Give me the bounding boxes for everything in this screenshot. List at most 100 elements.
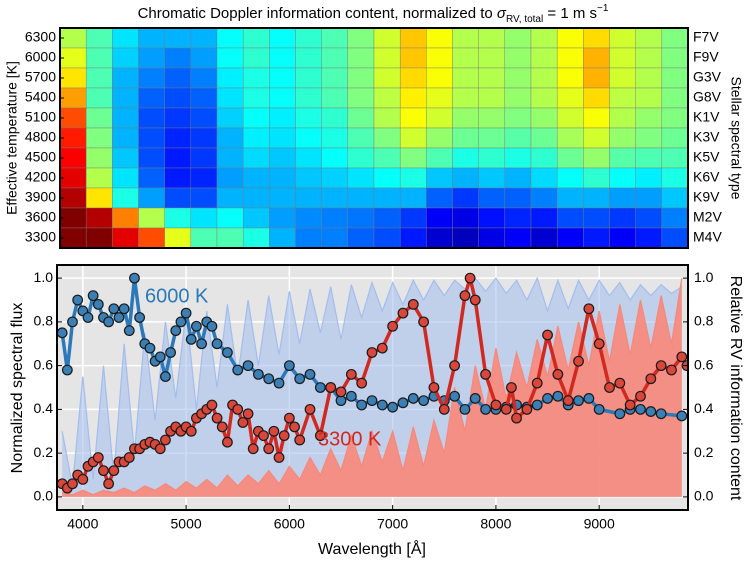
info-point	[655, 360, 667, 372]
y2-tick-label: M4V	[693, 229, 722, 245]
heatmap-cell	[609, 27, 636, 49]
info-point	[645, 406, 657, 417]
info-point	[583, 393, 595, 404]
heatmap-cell	[373, 87, 401, 109]
heatmap-cell	[504, 127, 532, 149]
info-point	[604, 382, 615, 393]
heatmap-cell	[164, 207, 192, 229]
heatmap-cell	[216, 27, 244, 49]
heatmap-cell	[399, 147, 427, 169]
info-point	[283, 360, 295, 372]
heatmap-cell	[295, 147, 322, 169]
info-point	[216, 421, 228, 433]
heatmap-cell	[112, 67, 139, 89]
title-subscript: RV, total	[506, 14, 543, 25]
heatmap-cell	[399, 167, 427, 189]
heatmap-cell	[530, 27, 558, 49]
y-tick-label: 3300	[25, 229, 56, 245]
heatmap-cell	[347, 107, 375, 129]
heatmap-cell	[373, 207, 401, 229]
heatmap-cell	[504, 87, 532, 109]
heatmap-cell	[295, 127, 322, 149]
heatmap-cell	[504, 227, 532, 249]
info-point	[624, 399, 636, 411]
heatmap-cell	[399, 87, 427, 109]
heatmap-cell	[583, 227, 610, 249]
info-point	[67, 316, 78, 328]
info-point	[356, 399, 368, 411]
info-point	[278, 430, 290, 442]
heatmap-cell	[347, 67, 375, 89]
y2-tick-label: F7V	[693, 29, 719, 45]
heatmap-cell	[426, 207, 453, 229]
heatmap-cell	[164, 67, 192, 89]
info-point	[562, 395, 574, 407]
heatmap-cell	[426, 107, 453, 129]
heatmap-cell	[609, 67, 636, 89]
heatmap-cell	[216, 207, 244, 229]
heatmap-cell	[373, 47, 401, 69]
info-point	[345, 390, 357, 402]
info-point	[614, 377, 626, 389]
info-point	[387, 401, 399, 413]
heatmap-cell	[609, 87, 636, 109]
info-point	[108, 465, 120, 477]
heatmap-cell	[583, 67, 610, 89]
info-point	[490, 399, 502, 411]
y2-tick-label: 0.8	[694, 313, 714, 329]
heatmap-cell	[452, 127, 479, 149]
info-point	[376, 399, 388, 411]
heatmap-cell	[609, 107, 636, 129]
y2-tick-label: 0.4	[694, 400, 714, 416]
heatmap-cell	[399, 67, 427, 89]
info-point	[232, 403, 244, 415]
info-point	[500, 403, 512, 415]
info-point	[506, 382, 517, 393]
info-point	[376, 342, 388, 354]
heatmap-cell	[242, 127, 270, 149]
heatmap-cell	[190, 227, 218, 249]
heatmap-cell	[426, 47, 453, 69]
heatmap-cell	[452, 187, 479, 209]
heatmap-cell	[347, 147, 375, 169]
info-point	[593, 403, 605, 415]
heatmap-cell	[269, 47, 296, 69]
heatmap-cell	[373, 107, 401, 129]
heatmap-cell	[426, 127, 453, 149]
heatmap-cell	[661, 107, 689, 129]
info-point	[542, 393, 553, 404]
heatmap-cell	[242, 67, 270, 89]
heatmap-cell	[269, 227, 296, 249]
heatmap-cell	[478, 27, 506, 49]
heatmap-cell	[530, 227, 558, 249]
heatmap-cell	[609, 227, 636, 249]
info-point	[387, 320, 399, 332]
heatmap-cell	[216, 87, 244, 109]
heatmap-cell	[295, 187, 322, 209]
info-point	[242, 360, 254, 372]
info-point	[552, 390, 564, 402]
heatmap-cell	[321, 167, 349, 189]
heatmap-cell	[321, 27, 349, 49]
heatmap-cell	[583, 207, 610, 229]
heatmap-cell	[216, 127, 244, 149]
y2-tick-label: 0.6	[694, 356, 714, 372]
x-tick-label: 4000	[67, 516, 98, 532]
heatmap-cell	[85, 47, 113, 69]
heatmap-cell	[164, 227, 192, 249]
info-point	[531, 377, 543, 389]
heatmap-cell	[478, 207, 506, 229]
y-tick-label: 4500	[25, 149, 56, 165]
info-point	[573, 355, 584, 367]
heatmap-cell	[112, 27, 139, 49]
heatmap-cell	[138, 67, 165, 89]
y2-tick-label: K1V	[693, 109, 720, 125]
info-point	[82, 312, 94, 323]
heatmap-cell	[85, 67, 113, 89]
heatmap-cell	[426, 67, 453, 89]
heatmap-cell	[321, 67, 349, 89]
heatmap-cell	[373, 147, 401, 169]
heatmap-cell	[216, 187, 244, 209]
heatmap-cell	[478, 127, 506, 149]
y2-tick-label: 0.2	[694, 444, 714, 460]
